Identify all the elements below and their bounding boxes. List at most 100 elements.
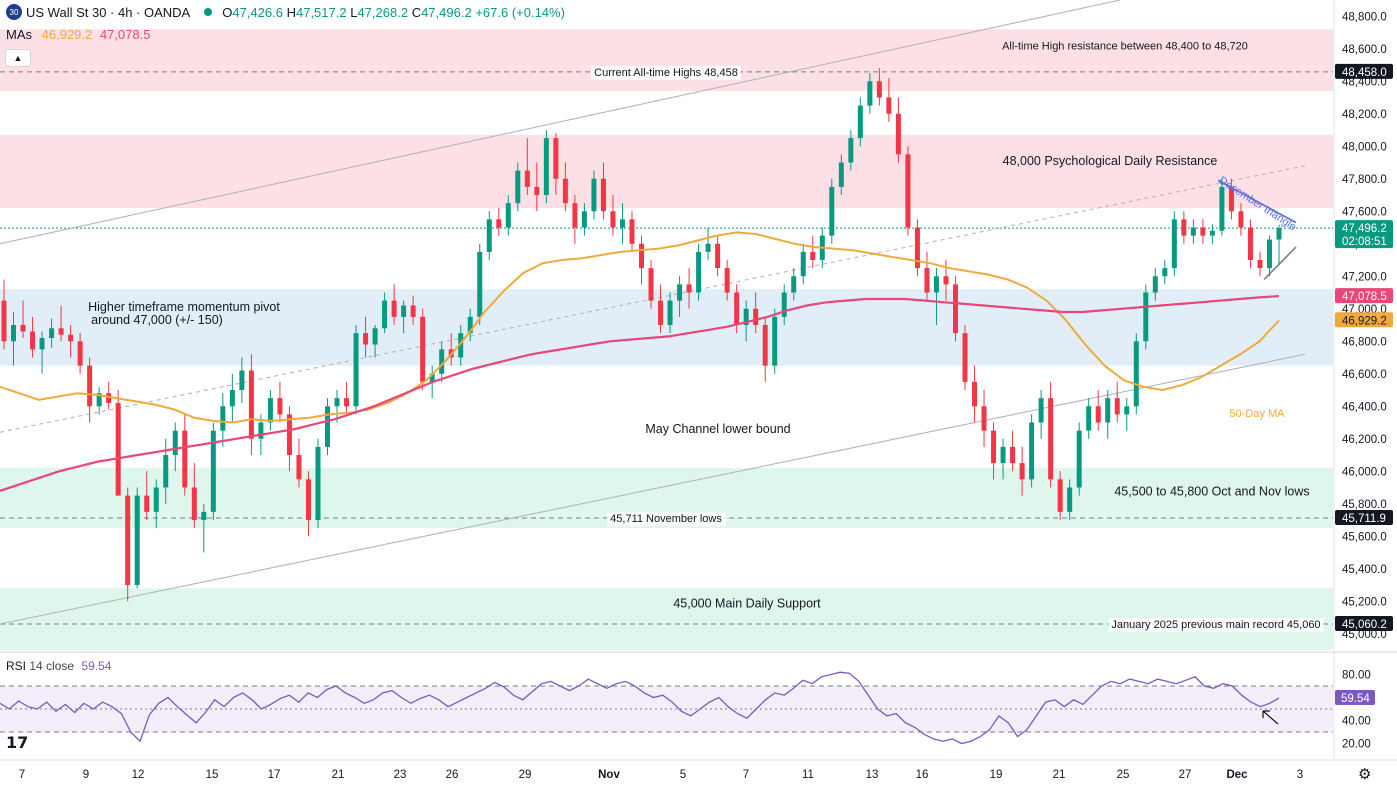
- gear-icon[interactable]: ⚙: [1358, 766, 1372, 783]
- time-tick-label: 21: [332, 769, 345, 781]
- candle-body: [1266, 239, 1272, 269]
- price-tick-label: 45,600.0: [1342, 531, 1387, 543]
- annotation-label: 48,000 Psychological Daily Resistance: [1003, 154, 1218, 168]
- candle-body: [1152, 276, 1158, 293]
- time-tick-label: 26: [446, 769, 459, 781]
- candle: [363, 316, 369, 358]
- candle: [562, 162, 568, 212]
- candle-body: [991, 430, 997, 464]
- candle-body: [96, 393, 102, 407]
- candle: [1200, 219, 1206, 244]
- time-tick-label: 27: [1179, 769, 1192, 781]
- open-label: O: [222, 4, 233, 20]
- candle: [1266, 235, 1272, 277]
- annotation-bg: [607, 512, 726, 527]
- candle-body: [239, 370, 245, 390]
- candle-body: [1029, 422, 1035, 480]
- candle-body: [1200, 227, 1206, 236]
- candle-body: [1067, 487, 1073, 512]
- candle: [372, 325, 378, 358]
- candle-body: [115, 403, 121, 496]
- candle: [1095, 390, 1101, 431]
- ma-50-line: [0, 231, 1280, 424]
- zone-all-time-high-resistance: [0, 29, 1333, 91]
- trendline-may-channel-upper: [0, 0, 1121, 245]
- candle: [1276, 224, 1282, 266]
- annotation-label: Current All-time Highs 48,458: [594, 67, 738, 79]
- candle-body: [39, 338, 45, 350]
- price-tick-label: 48,600.0: [1342, 44, 1387, 56]
- candle: [686, 268, 692, 309]
- candle: [572, 195, 578, 244]
- collapse-legend-button[interactable]: ▲: [5, 49, 31, 67]
- candle: [886, 78, 892, 122]
- price-tick-label: 45,800.0: [1342, 499, 1387, 511]
- countdown-label: 02:08:51: [1342, 236, 1387, 248]
- candle: [391, 284, 397, 325]
- price-tick-label: 45,200.0: [1342, 596, 1387, 608]
- candle: [144, 471, 150, 520]
- symbol-title[interactable]: US Wall St 30 · 4h · OANDA: [26, 4, 191, 20]
- ma-legend[interactable]: MAs 46,929.2 47,078.5: [6, 27, 150, 42]
- candle-body: [372, 328, 378, 345]
- candle-body: [1190, 227, 1196, 236]
- candle: [705, 227, 711, 260]
- candle: [810, 235, 816, 269]
- candle-body: [134, 495, 140, 585]
- candle: [1143, 284, 1149, 350]
- candle-body: [20, 325, 26, 332]
- candle: [1171, 211, 1177, 277]
- candle-body: [648, 268, 654, 301]
- candles: [1, 68, 1282, 602]
- candle-body: [914, 227, 920, 269]
- candle-body: [791, 276, 797, 293]
- candle-body: [572, 203, 578, 228]
- candle: [220, 393, 226, 447]
- candle-body: [924, 268, 930, 293]
- candle-body: [391, 300, 397, 317]
- candle: [962, 325, 968, 390]
- candle-body: [382, 300, 388, 329]
- candle: [914, 219, 920, 277]
- candle-body: [1143, 292, 1149, 342]
- candle-body: [496, 219, 502, 228]
- candle: [1133, 333, 1139, 415]
- tradingview-logo-icon[interactable]: 17: [6, 733, 29, 752]
- time-tick-label: 7: [19, 769, 25, 781]
- candle-body: [258, 422, 264, 439]
- price-label: 48,458.0: [1342, 67, 1387, 79]
- candle: [11, 312, 17, 366]
- trendline-may-channel-lower: [0, 353, 1306, 625]
- candle: [905, 146, 911, 236]
- candle: [344, 381, 350, 415]
- price-tick-label: 48,000.0: [1342, 141, 1387, 153]
- candle-body: [420, 316, 426, 382]
- candle-body: [439, 349, 445, 374]
- ma-legend-label: MAs: [6, 27, 32, 42]
- candle-body: [1209, 230, 1215, 236]
- time-tick-label: 3: [1297, 769, 1303, 781]
- price-axis-bg: [1334, 0, 1397, 786]
- candle-body: [429, 373, 435, 382]
- candle-body: [125, 495, 131, 585]
- candle-body: [610, 211, 616, 228]
- candle: [401, 300, 407, 334]
- candle-body: [829, 186, 835, 236]
- rsi-legend[interactable]: RSI 14 close 59.54: [6, 659, 111, 673]
- candle-body: [952, 284, 958, 334]
- candle-body: [1076, 430, 1082, 488]
- candle: [772, 308, 778, 374]
- candle: [581, 203, 587, 236]
- candle: [876, 68, 882, 106]
- candle-body: [1181, 219, 1187, 236]
- change-value: +67.6 (+0.14%): [475, 4, 565, 20]
- candle: [39, 331, 45, 374]
- price-tick-label: 45,400.0: [1342, 564, 1387, 576]
- candle-body: [1010, 446, 1016, 464]
- candle-body: [972, 381, 978, 407]
- price-label-box: [1335, 288, 1393, 304]
- candle-body: [68, 334, 74, 342]
- candle-body: [1000, 446, 1006, 464]
- candle: [600, 162, 606, 220]
